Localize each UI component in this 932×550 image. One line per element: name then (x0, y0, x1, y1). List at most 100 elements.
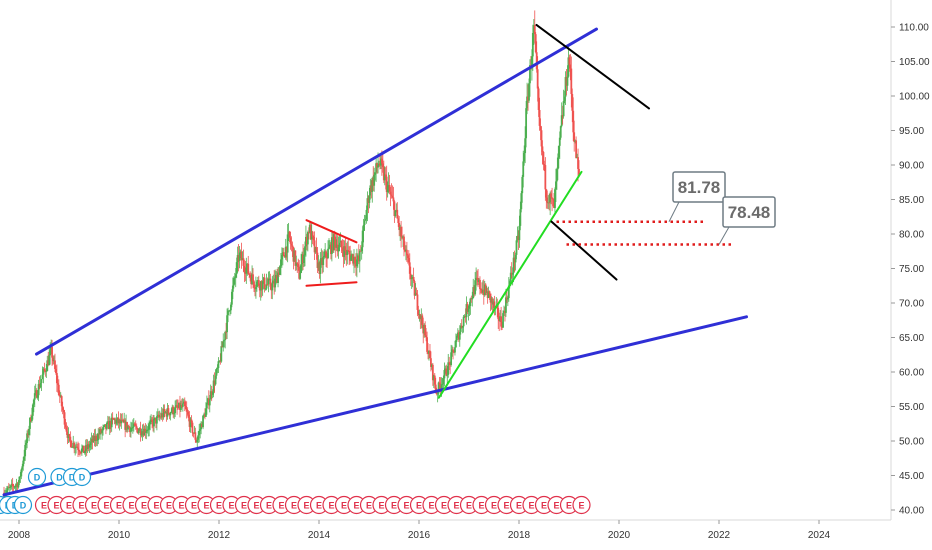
x-axis-ticks[interactable]: 2008 2010 2012 2014 2016 2018 2020 2022 2024 (8, 520, 831, 541)
levels-layer: 81.78 78.48 (556, 171, 776, 246)
candle-body (305, 236, 307, 247)
candle-body (322, 257, 325, 266)
candle-body (303, 255, 305, 264)
candle-body (281, 252, 284, 255)
candle-body (455, 340, 457, 348)
dividend-marker (72, 467, 92, 487)
candle-body (51, 346, 53, 358)
candle-body (510, 272, 513, 275)
candle-body (451, 349, 453, 353)
candle-body (283, 256, 286, 258)
candle-body (542, 151, 545, 165)
candle-body (271, 283, 274, 291)
candle-body (558, 137, 561, 146)
candle-body (146, 429, 149, 432)
candle-body (386, 185, 389, 193)
candle-body (72, 442, 75, 448)
candle-body (543, 164, 546, 166)
lower-channel-line (2, 315, 748, 497)
candle-body (291, 245, 294, 248)
candle-body (147, 429, 150, 431)
earnings-marker-label: E (441, 501, 447, 511)
candle-body (424, 325, 427, 336)
candle-body (16, 483, 19, 488)
dividend-marker (13, 495, 33, 515)
candle-body (400, 226, 403, 237)
candle-body (30, 415, 33, 422)
candle-body (253, 281, 255, 288)
candle-body (230, 304, 232, 311)
candle-body (491, 298, 494, 305)
candle-body (21, 466, 24, 470)
y-tick-label: 65.00 (899, 333, 924, 344)
candle-body (370, 185, 373, 192)
candle-body (226, 315, 228, 333)
candle-body (479, 279, 481, 290)
candle-body (27, 433, 29, 436)
candle-body (304, 246, 306, 256)
candle-body (497, 308, 500, 320)
x-tick-label: 2016 (408, 530, 431, 541)
earnings-marker-label: E (516, 501, 522, 511)
candle-body (75, 446, 78, 448)
candle-body (11, 483, 14, 487)
candle-body (551, 197, 553, 199)
y-axis-ticks[interactable]: 40.00 45.00 50.00 55.00 60.00 65.00 70.00 75.00… (891, 23, 930, 517)
candle-body (248, 273, 251, 275)
candle-body (360, 247, 363, 252)
candle-body (219, 361, 222, 362)
candle-body (32, 399, 35, 405)
candle-body (114, 419, 117, 424)
candle-body (472, 287, 475, 299)
callout-pointer-1 (718, 226, 730, 245)
candle-body (235, 262, 238, 275)
candle-body (487, 291, 490, 298)
candle-body (174, 406, 177, 414)
candle-body (293, 250, 296, 262)
candle-body (466, 304, 469, 312)
candle-body (436, 393, 439, 395)
candle-body (177, 407, 179, 409)
candle-body (120, 419, 123, 424)
candle-body (338, 242, 341, 248)
candle-body (455, 336, 458, 341)
candle-body (43, 368, 46, 371)
candle-body (18, 476, 21, 483)
candle-body (539, 125, 542, 131)
dividend-marker-label: D (79, 473, 86, 483)
candle-body (352, 254, 354, 264)
x-tick-label: 2022 (708, 530, 731, 541)
candle-body (432, 375, 435, 381)
candle-body (408, 262, 411, 274)
earnings-marker-label: E (191, 501, 197, 511)
candle-body (525, 108, 528, 139)
candle-body (155, 416, 158, 424)
candle-body (383, 174, 386, 181)
candle-body (157, 414, 160, 418)
candle-body (502, 313, 504, 328)
candle-body (126, 422, 128, 430)
candle-body (170, 411, 173, 413)
candle-body (40, 379, 43, 384)
candle-body (38, 384, 41, 388)
candle-body (535, 52, 538, 70)
candle-body (23, 456, 26, 461)
candle-body (255, 281, 258, 288)
candle-body (79, 451, 81, 453)
candle-body (286, 234, 289, 253)
candle-body (6, 487, 9, 491)
candle-body (67, 434, 70, 438)
earnings-marker-label: E (41, 501, 47, 511)
candle-body (390, 194, 393, 196)
candle-body (347, 249, 350, 251)
candle-body (573, 132, 576, 142)
y-tick-label: 80.00 (899, 230, 924, 241)
candle-body (193, 432, 196, 434)
candle-body (297, 263, 300, 267)
candle-body (90, 438, 93, 443)
candle-body (355, 263, 357, 267)
candle-body (47, 360, 50, 366)
candle-body (313, 240, 316, 253)
candle-body (268, 278, 271, 280)
y-tick-label: 85.00 (899, 195, 924, 206)
